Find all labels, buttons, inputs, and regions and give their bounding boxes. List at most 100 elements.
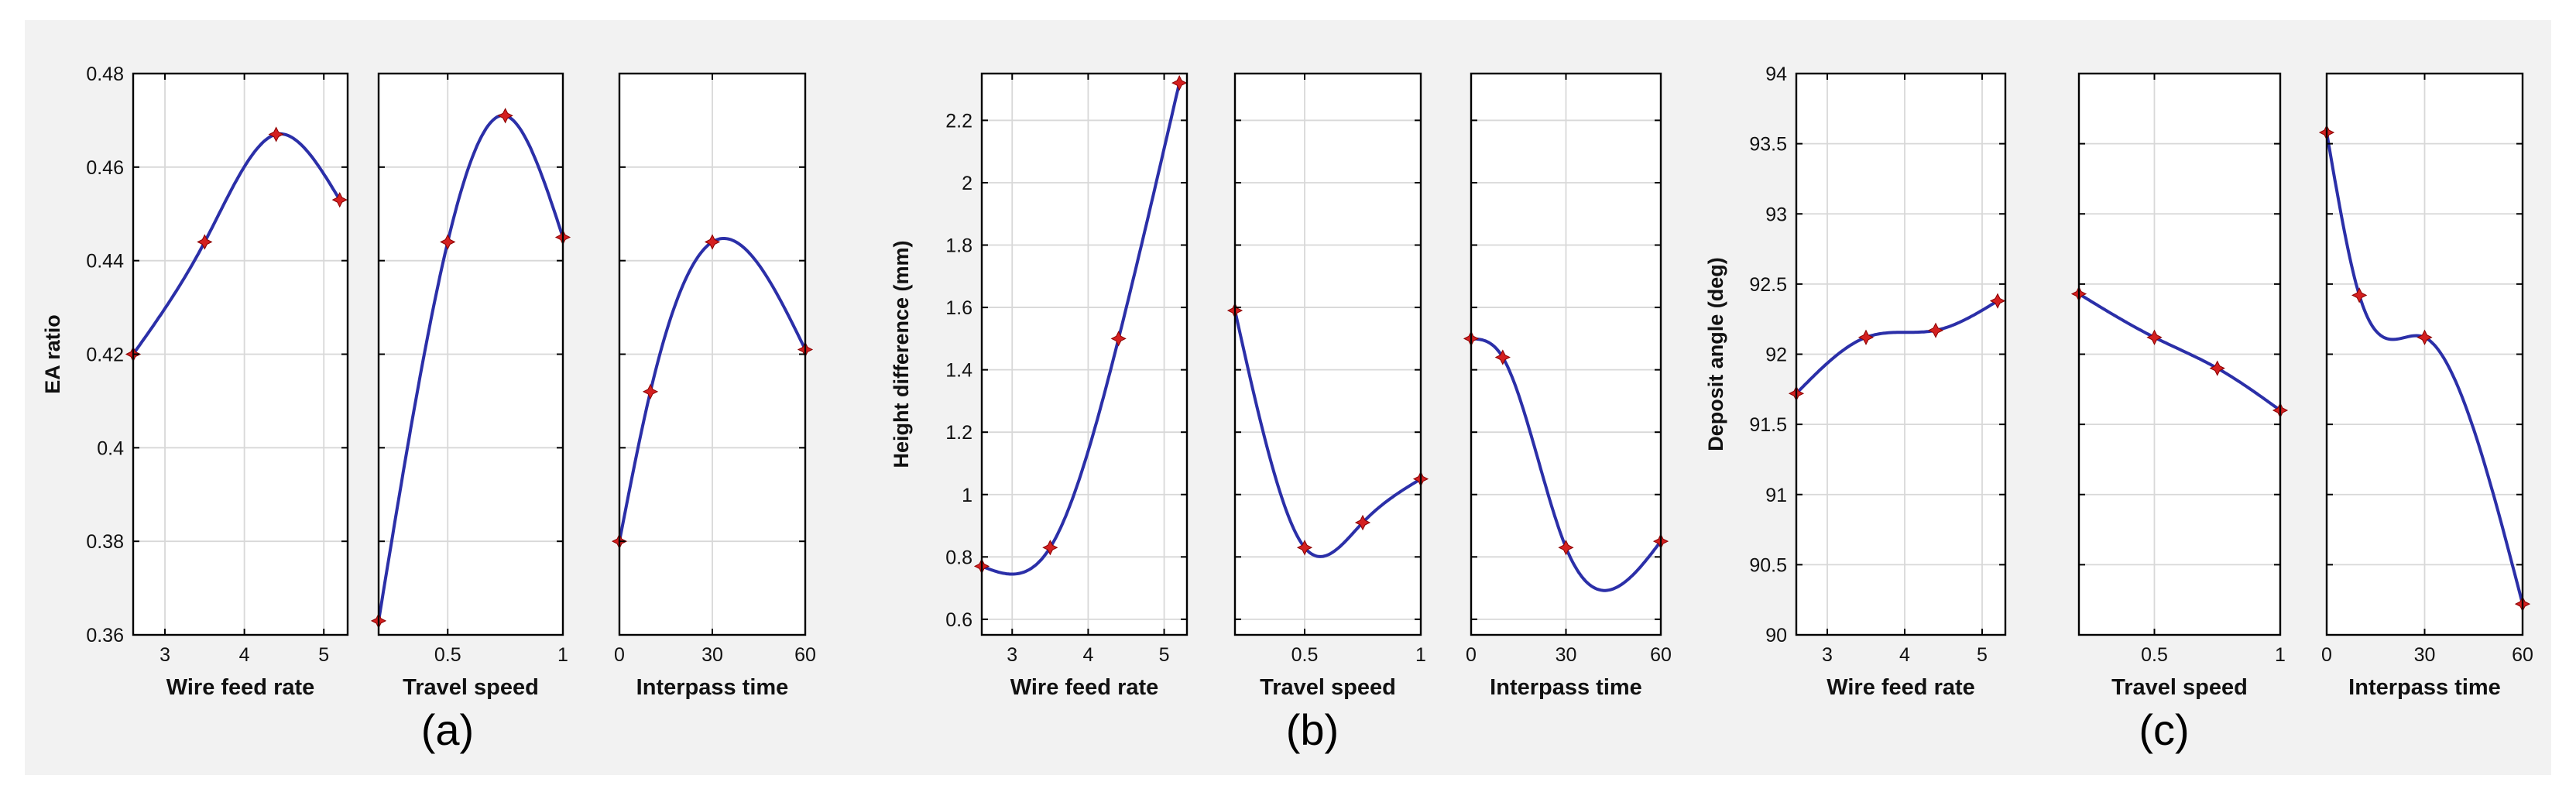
x-tick-label: 0 xyxy=(2321,644,2332,666)
subplot-1: 3 4 5 0.6 0.8 1 1.2 1.4 1.6 1.8 2 2.2 Wire feed rate xyxy=(945,72,1189,700)
data-point xyxy=(2146,329,2163,345)
series-line xyxy=(377,113,564,622)
x-tick-label: 3 xyxy=(1007,644,1017,666)
x-axis-label: Travel speed xyxy=(1260,675,1396,700)
subplot-3: 0 30 60 Interpass time xyxy=(2318,72,2533,700)
y-tick-label: 0.48 xyxy=(86,63,124,85)
x-tick-label: 60 xyxy=(2512,644,2533,666)
data-point xyxy=(197,234,213,250)
x-tick-label: 5 xyxy=(318,644,329,666)
y-tick-label: 1.2 xyxy=(945,422,972,444)
data-point xyxy=(1989,293,2006,309)
data-point xyxy=(1354,514,1371,531)
y-tick-label: 2.2 xyxy=(945,110,972,132)
data-point xyxy=(497,108,513,124)
x-tick-label: 30 xyxy=(2414,644,2436,666)
y-tick-label: 0.6 xyxy=(945,609,972,631)
x-tick-label: 4 xyxy=(1082,644,1093,666)
subplot-1: 3 4 5 0.36 0.38 0.4 0.42 0.44 0.46 0.48 Wire feed … xyxy=(86,63,349,700)
subplot-2: 0.5 1 Travel speed xyxy=(2070,72,2289,700)
x-tick-label: 3 xyxy=(1822,644,1833,666)
x-axis-label: Wire feed rate xyxy=(166,675,315,700)
series-line xyxy=(981,82,1182,576)
x-tick-label: 0.5 xyxy=(2141,644,2168,666)
y-tick-label: 1.4 xyxy=(945,360,972,382)
x-tick-label: 1 xyxy=(1415,644,1426,666)
x-tick-label: 0 xyxy=(614,644,625,666)
data-point xyxy=(331,192,348,208)
data-point xyxy=(1171,74,1188,91)
data-point xyxy=(1857,329,1875,345)
subplot-1: 3 4 5 90 90.5 91 91.5 92 92.5 93 93.5 94 Wire feed r… xyxy=(1749,63,2007,700)
x-tick-label: 4 xyxy=(239,644,250,666)
plot-area xyxy=(982,74,1187,635)
y-tick-label: 91 xyxy=(1765,485,1787,506)
x-tick-label: 60 xyxy=(794,644,816,666)
series-line xyxy=(1795,299,1999,395)
data-point xyxy=(268,126,284,142)
x-axis-label: Travel speed xyxy=(403,675,539,700)
subfigure-label: (a) xyxy=(421,705,474,754)
subplot-2: 0.5 1 Travel speed xyxy=(370,72,571,700)
chart-group-3: Deposit angle (deg) 3 4 5 90 90.5 91 91.5 92 92.5… xyxy=(1704,63,2533,754)
y-tick-label: 0.46 xyxy=(86,157,124,179)
y-tick-label: 0.8 xyxy=(945,547,972,568)
series-line xyxy=(2077,292,2282,412)
x-tick-label: 4 xyxy=(1899,644,1910,666)
x-tick-label: 30 xyxy=(701,644,723,666)
y-tick-label: 1.8 xyxy=(945,235,972,257)
x-axis-label: Interpass time xyxy=(636,675,789,700)
data-point xyxy=(2351,287,2368,303)
data-point xyxy=(1558,540,1574,556)
subplot-2: 0.5 1 Travel speed xyxy=(1226,72,1429,700)
data-point xyxy=(642,383,659,400)
plot-area xyxy=(1235,74,1421,635)
y-tick-label: 1.6 xyxy=(945,297,972,319)
x-axis-label: Interpass time xyxy=(1490,675,1642,700)
data-point xyxy=(1042,540,1058,556)
x-axis-label: Travel speed xyxy=(2111,675,2248,700)
y-axis-label: EA ratio xyxy=(41,314,64,394)
y-tick-label: 92 xyxy=(1765,345,1787,366)
plot-frame xyxy=(980,72,1189,636)
x-axis-label: Wire feed rate xyxy=(1010,675,1159,700)
subfigure-label: (c) xyxy=(2139,705,2189,754)
x-axis-label: Interpass time xyxy=(2348,675,2501,700)
y-tick-label: 2 xyxy=(962,173,972,194)
y-tick-label: 90.5 xyxy=(1749,554,1787,576)
x-tick-label: 5 xyxy=(1159,644,1170,666)
x-tick-label: 0.5 xyxy=(1291,644,1319,666)
x-tick-label: 3 xyxy=(159,644,170,666)
y-tick-label: 94 xyxy=(1765,63,1787,85)
y-tick-label: 91.5 xyxy=(1749,414,1787,436)
x-tick-label: 0.5 xyxy=(434,644,461,666)
y-tick-label: 0.42 xyxy=(86,345,124,366)
data-point xyxy=(1494,349,1511,365)
data-point xyxy=(440,234,456,250)
y-tick-label: 93.5 xyxy=(1749,134,1787,156)
y-tick-label: 0.4 xyxy=(97,437,124,459)
data-point xyxy=(1296,540,1313,556)
subfigure-label: (b) xyxy=(1286,705,1339,754)
x-tick-label: 5 xyxy=(1977,644,1988,666)
x-tick-label: 0 xyxy=(1466,644,1477,666)
series-line xyxy=(132,132,341,355)
y-tick-label: 1 xyxy=(962,485,972,506)
y-tick-label: 90 xyxy=(1765,625,1787,646)
x-axis-label: Wire feed rate xyxy=(1827,675,1975,700)
y-tick-label: 92.5 xyxy=(1749,274,1787,296)
y-axis-label: Deposit angle (deg) xyxy=(1704,257,1727,451)
x-tick-label: 1 xyxy=(557,644,568,666)
y-axis-label: Height difference (mm) xyxy=(890,240,913,468)
data-point xyxy=(704,234,721,250)
y-tick-label: 0.44 xyxy=(86,251,124,273)
plot-frame xyxy=(1233,72,1422,636)
x-tick-label: 60 xyxy=(1650,644,1672,666)
x-tick-label: 1 xyxy=(2275,644,2286,666)
data-point xyxy=(2209,360,2225,376)
x-tick-label: 30 xyxy=(1556,644,1577,666)
subplot-3: 0 30 60 Interpass time xyxy=(1463,72,1672,700)
